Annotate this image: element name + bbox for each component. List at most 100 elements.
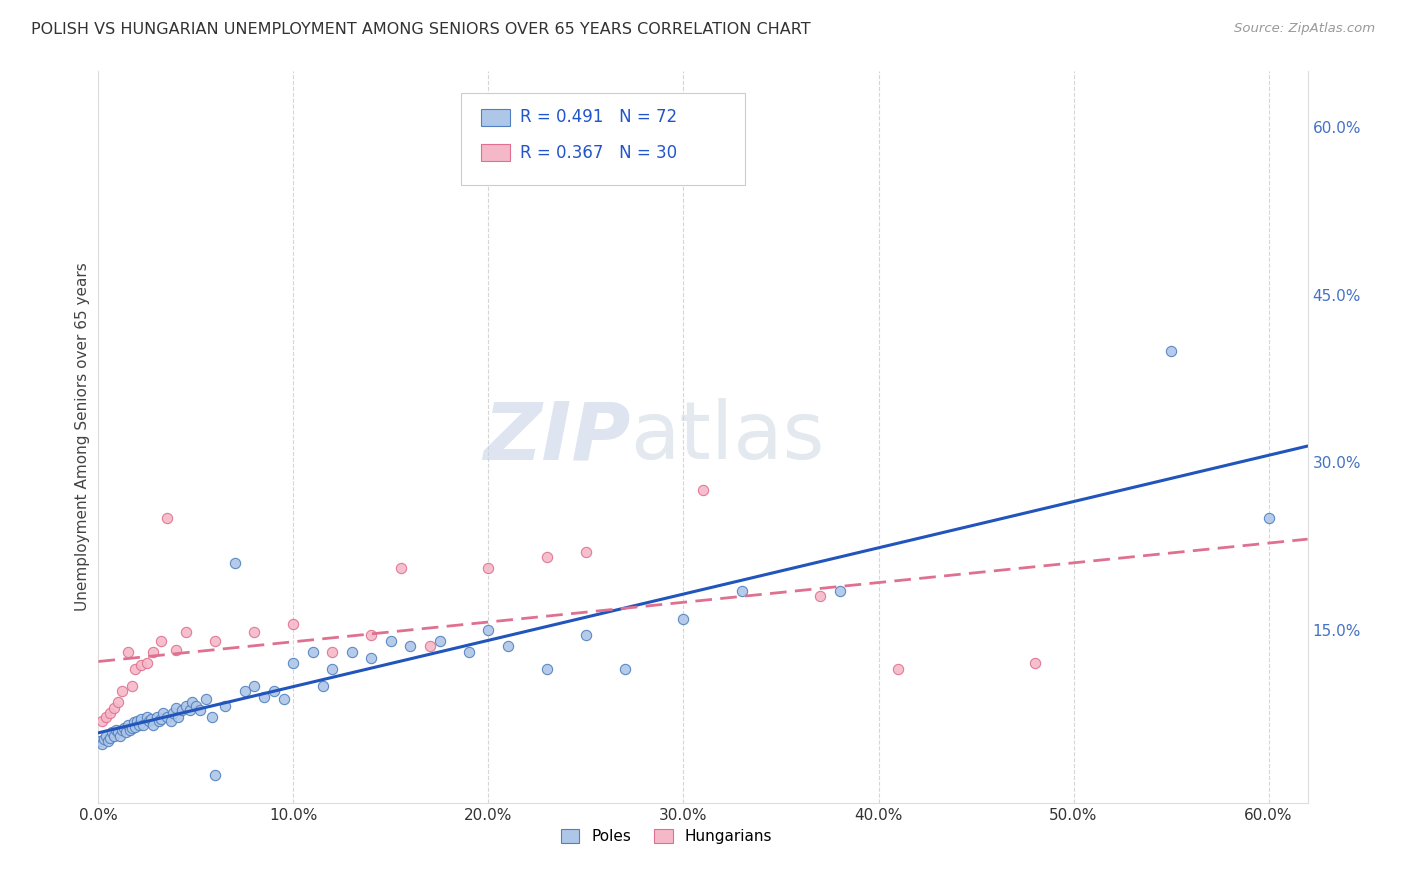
- Point: [243, 679, 266, 693]
- Y-axis label: Unemployment Among Seniors over 65 years: Unemployment Among Seniors over 65 years: [75, 263, 90, 611]
- Point: [477, 623, 499, 637]
- Text: R = 0.367   N = 30: R = 0.367 N = 30: [520, 144, 678, 161]
- Point: [731, 583, 754, 598]
- FancyBboxPatch shape: [481, 144, 509, 161]
- Point: [321, 645, 343, 659]
- Point: [399, 640, 422, 654]
- Point: [1160, 343, 1182, 358]
- Point: [181, 695, 204, 709]
- Point: [283, 657, 305, 671]
- Point: [496, 640, 519, 654]
- Point: [312, 679, 335, 693]
- Point: [127, 714, 149, 729]
- Point: [124, 662, 146, 676]
- Text: POLISH VS HUNGARIAN UNEMPLOYMENT AMONG SENIORS OVER 65 YEARS CORRELATION CHART: POLISH VS HUNGARIAN UNEMPLOYMENT AMONG S…: [31, 22, 810, 37]
- Text: Source: ZipAtlas.com: Source: ZipAtlas.com: [1234, 22, 1375, 36]
- Point: [302, 645, 325, 659]
- Point: [380, 633, 402, 648]
- Point: [253, 690, 276, 704]
- Point: [136, 710, 159, 724]
- Point: [167, 710, 190, 724]
- Point: [429, 633, 451, 648]
- Point: [136, 657, 159, 671]
- Point: [118, 723, 141, 738]
- Point: [1024, 657, 1046, 671]
- Point: [273, 692, 295, 706]
- Point: [184, 698, 207, 713]
- Point: [233, 684, 256, 698]
- Point: [477, 561, 499, 575]
- Point: [156, 710, 179, 724]
- Point: [96, 710, 118, 724]
- Point: [200, 710, 222, 724]
- Point: [283, 617, 305, 632]
- Legend: Poles, Hungarians: Poles, Hungarians: [555, 822, 779, 850]
- Point: [101, 725, 124, 739]
- Point: [124, 720, 146, 734]
- Point: [360, 628, 382, 642]
- Point: [194, 692, 217, 706]
- FancyBboxPatch shape: [461, 94, 745, 185]
- Point: [114, 725, 136, 739]
- Point: [98, 731, 121, 745]
- Point: [165, 701, 187, 715]
- Point: [174, 624, 197, 639]
- Point: [174, 698, 197, 713]
- Point: [142, 645, 165, 659]
- Point: [536, 662, 558, 676]
- Point: [117, 717, 139, 731]
- Point: [107, 695, 129, 709]
- Text: R = 0.491   N = 72: R = 0.491 N = 72: [520, 109, 678, 127]
- Point: [108, 729, 131, 743]
- FancyBboxPatch shape: [481, 109, 509, 127]
- Point: [132, 717, 155, 731]
- Point: [224, 556, 246, 570]
- Point: [96, 729, 118, 743]
- Point: [360, 650, 382, 665]
- Point: [146, 710, 169, 724]
- Point: [340, 645, 363, 659]
- Point: [138, 714, 160, 729]
- Point: [243, 624, 266, 639]
- Point: [149, 633, 172, 648]
- Point: [121, 679, 143, 693]
- Point: [103, 701, 125, 715]
- Point: [188, 703, 211, 717]
- Point: [692, 483, 714, 497]
- Point: [142, 717, 165, 731]
- Point: [179, 703, 201, 717]
- Point: [156, 511, 179, 525]
- Point: [112, 721, 135, 735]
- Point: [131, 658, 153, 673]
- Point: [536, 550, 558, 565]
- Point: [458, 645, 481, 659]
- Point: [321, 662, 343, 676]
- Point: [149, 712, 172, 726]
- Point: [121, 721, 143, 735]
- Point: [152, 706, 174, 721]
- Point: [91, 714, 114, 729]
- Point: [165, 642, 187, 657]
- Point: [122, 715, 145, 730]
- Point: [1257, 511, 1279, 525]
- Point: [263, 684, 285, 698]
- Point: [111, 684, 134, 698]
- Point: [89, 734, 111, 748]
- Point: [128, 717, 150, 731]
- Text: ZIP: ZIP: [484, 398, 630, 476]
- Point: [139, 712, 162, 726]
- Point: [148, 714, 170, 729]
- Point: [162, 706, 184, 721]
- Point: [419, 640, 441, 654]
- Point: [159, 714, 181, 729]
- Point: [93, 732, 115, 747]
- Point: [204, 768, 226, 782]
- Point: [828, 583, 851, 598]
- Point: [389, 561, 412, 575]
- Point: [131, 712, 153, 726]
- Point: [98, 706, 121, 721]
- Point: [97, 734, 120, 748]
- Point: [887, 662, 910, 676]
- Text: atlas: atlas: [630, 398, 825, 476]
- Point: [614, 662, 637, 676]
